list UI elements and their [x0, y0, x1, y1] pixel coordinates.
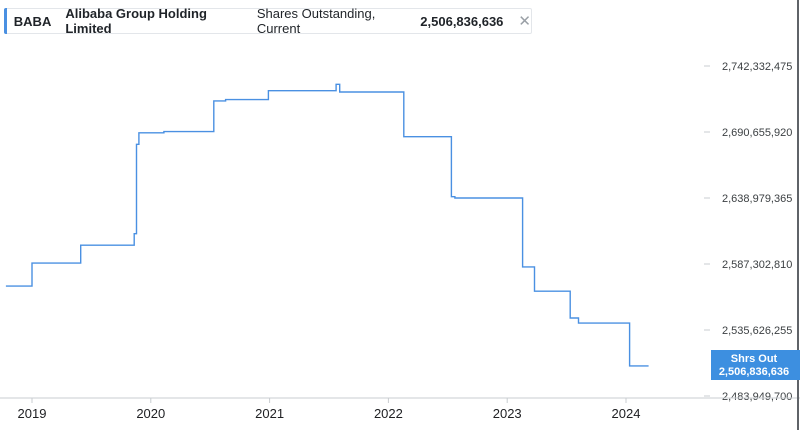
series-legend: BABA Alibaba Group Holding Limited Share…: [4, 6, 532, 36]
x-tick-label: 2023: [493, 406, 522, 421]
legend-color-swatch: [4, 8, 7, 34]
x-tick-label: 2022: [374, 406, 403, 421]
close-icon[interactable]: ✕: [518, 13, 531, 30]
y-tick-label: 2,535,626,255: [722, 325, 792, 337]
y-axis-ticks: 2,742,332,475 2,690,655,920 2,638,979,365 2…: [704, 61, 792, 403]
y-tick-label: 2,742,332,475: [722, 61, 792, 73]
y-tick-label: 2,690,655,920: [722, 127, 792, 139]
x-axis-ticks: 2019 2020 2021 2022 2023 2024: [18, 398, 641, 421]
badge-label: Shrs Out: [731, 353, 778, 365]
y-tick-label: 2,638,979,365: [722, 193, 792, 205]
current-value-badge: Shrs Out 2,506,836,636: [711, 350, 800, 380]
series-line-shares-outstanding: [5, 83, 649, 367]
x-tick-label: 2021: [255, 406, 284, 421]
x-tick-label: 2024: [612, 406, 641, 421]
legend-value: 2,506,836,636: [420, 13, 504, 29]
badge-value: 2,506,836,636: [719, 366, 789, 378]
series-layer: [5, 83, 649, 367]
legend-ticker: BABA: [13, 13, 52, 29]
x-tick-label: 2020: [136, 406, 165, 421]
current-value-badge-bg: [711, 350, 800, 380]
y-tick-label: 2,483,949,700: [722, 391, 792, 403]
legend-company-name: Alibaba Group Holding Limited: [65, 6, 207, 36]
x-tick-label: 2019: [18, 406, 47, 421]
legend-metric: Shares Outstanding, Current: [256, 6, 376, 36]
y-tick-label: 2,587,302,810: [722, 259, 792, 271]
